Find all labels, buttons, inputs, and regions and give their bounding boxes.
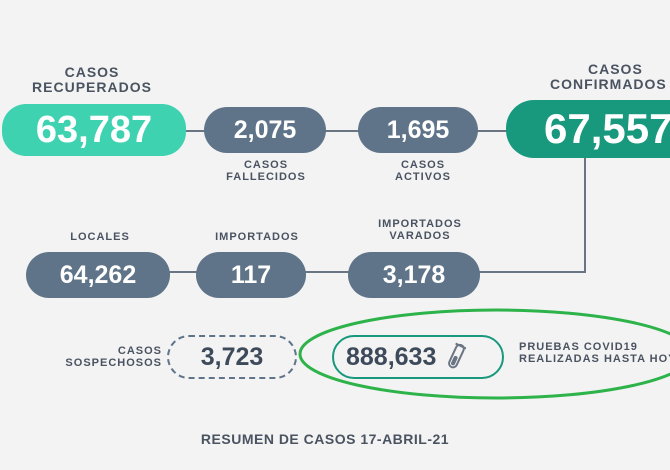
recuperados-value: 63,787 [2, 104, 186, 156]
fallecidos-label: CASOS FALLECIDOS [226, 159, 306, 183]
confirmados-label: CASOS CONFIRMADOS [550, 62, 667, 92]
importados-label: IMPORTADOS [215, 231, 299, 243]
highlight-ellipse [298, 308, 670, 400]
activos-value: 1,695 [358, 107, 478, 153]
footer-title: RESUMEN DE CASOS 17-ABRIL-21 [200, 431, 450, 447]
pruebas-value: 888,633 [332, 335, 504, 379]
pruebas-label: PRUEBAS COVID19 REALIZADAS HASTA HOY [519, 341, 670, 365]
sospechosos-value: 3,723 [167, 335, 297, 379]
importados-varados-value: 3,178 [348, 252, 480, 298]
connector [180, 130, 520, 132]
test-tube-icon [446, 342, 468, 372]
locales-label: LOCALES [70, 231, 130, 243]
activos-label: CASOS ACTIVOS [395, 159, 451, 183]
locales-value: 64,262 [26, 252, 170, 298]
connector [584, 155, 586, 271]
fallecidos-value: 2,075 [204, 107, 326, 153]
importados-value: 117 [196, 252, 306, 298]
recuperados-label: CASOS RECUPERADOS [32, 64, 152, 95]
importados-varados-label: IMPORTADOS VARADOS [378, 218, 462, 242]
sospechosos-label: CASOS SOSPECHOSOS [65, 345, 162, 369]
confirmados-value: 67,557 [506, 100, 670, 158]
